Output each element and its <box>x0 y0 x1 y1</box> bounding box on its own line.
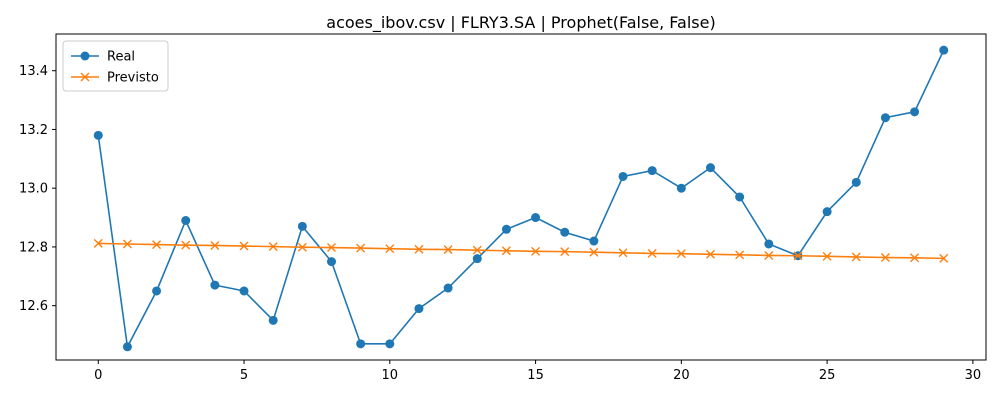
y-tick-label: 13.0 <box>19 182 48 197</box>
data-point <box>589 236 599 246</box>
data-point <box>910 107 920 117</box>
data-point <box>210 240 220 250</box>
series-line <box>97 49 945 350</box>
data-point <box>181 240 191 250</box>
data-point <box>122 342 132 352</box>
legend-label: Previsto <box>107 71 159 86</box>
y-tick-label: 13.4 <box>19 64 48 79</box>
data-point <box>356 339 366 349</box>
data-point <box>939 253 949 263</box>
data-point <box>268 315 278 325</box>
data-point <box>414 244 424 254</box>
x-tick-label: 10 <box>382 368 399 383</box>
data-point <box>297 242 307 252</box>
y-axis: 12.6 12.8 13.0 13.2 13.4 <box>19 64 56 314</box>
data-point <box>210 280 220 290</box>
x-tick-label: 30 <box>965 368 982 383</box>
data-point <box>647 166 657 176</box>
x-tick-label: 25 <box>819 368 836 383</box>
data-point <box>531 213 541 223</box>
series-line <box>98 242 944 260</box>
data-point <box>122 239 132 249</box>
legend-item-real: Real <box>71 50 135 65</box>
data-point <box>472 254 482 264</box>
data-point <box>239 286 249 296</box>
plot-frame <box>55 33 987 361</box>
data-point <box>385 339 395 349</box>
data-point <box>560 247 570 257</box>
data-point <box>268 242 278 252</box>
data-point <box>501 224 511 234</box>
data-point <box>764 250 774 260</box>
data-point <box>93 130 103 140</box>
data-point <box>764 239 774 249</box>
data-point <box>851 252 861 262</box>
legend: Real Previsto <box>62 40 169 92</box>
data-point <box>647 248 657 258</box>
data-point <box>822 251 832 261</box>
data-point <box>880 253 890 262</box>
data-point <box>239 241 249 251</box>
data-point <box>851 177 861 187</box>
data-point <box>472 245 482 255</box>
data-point <box>152 240 162 250</box>
series-layer <box>93 45 949 352</box>
y-tick-label: 12.6 <box>19 299 48 314</box>
data-point <box>939 45 949 55</box>
x-axis: 0 5 10 15 20 25 30 <box>94 360 981 383</box>
data-point <box>589 247 599 257</box>
x-tick-label: 5 <box>240 368 248 383</box>
data-point <box>618 171 628 181</box>
legend-marker <box>80 72 90 82</box>
x-tick-label: 15 <box>527 368 544 383</box>
data-point <box>910 253 920 263</box>
data-point <box>93 238 103 248</box>
y-tick-label: 13.2 <box>19 123 48 138</box>
y-tick-label: 12.8 <box>19 240 48 255</box>
data-point <box>618 248 628 258</box>
data-point <box>676 183 686 193</box>
x-tick-label: 20 <box>673 368 690 383</box>
data-point <box>705 163 715 173</box>
data-point <box>735 192 745 202</box>
data-point <box>793 251 803 261</box>
data-point <box>531 246 541 256</box>
series-real <box>93 45 949 352</box>
legend-item-previsto: Previsto <box>71 71 159 86</box>
data-point <box>735 250 745 260</box>
data-point <box>181 215 191 225</box>
data-point <box>297 221 307 231</box>
series-previsto <box>93 238 949 263</box>
legend-box <box>62 40 169 92</box>
data-point <box>560 227 570 237</box>
legend-label: Real <box>107 50 135 65</box>
legend-marker <box>80 51 90 61</box>
data-point <box>822 207 832 217</box>
data-point <box>385 244 395 254</box>
x-tick-label: 0 <box>94 368 102 383</box>
data-point <box>443 283 453 293</box>
chart-title: acoes_ibov.csv | FLRY3.SA | Prophet(Fals… <box>326 13 715 33</box>
data-point <box>152 286 162 296</box>
data-point <box>880 113 890 123</box>
data-point <box>443 245 453 255</box>
data-point <box>414 304 424 314</box>
data-point <box>676 249 686 259</box>
data-point <box>327 243 336 253</box>
data-point <box>327 257 337 267</box>
data-point <box>356 243 366 253</box>
data-point <box>501 246 511 256</box>
data-point <box>706 249 715 259</box>
